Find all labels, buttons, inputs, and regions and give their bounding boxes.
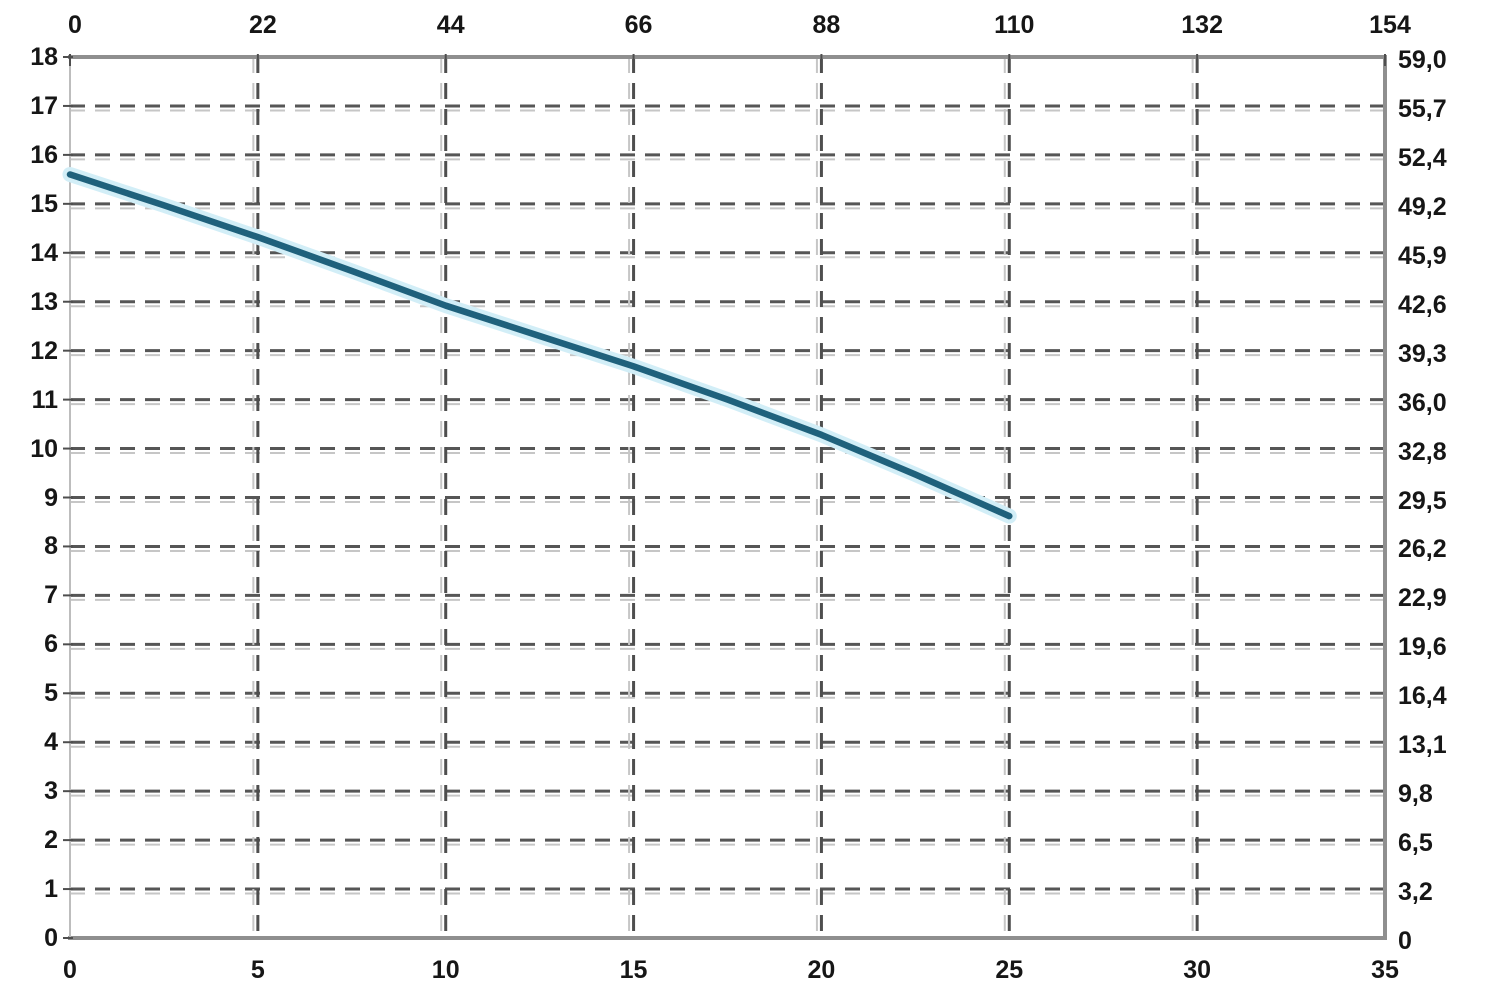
top-axis-tick-label: 110 — [994, 11, 1035, 39]
right-axis-tick-label: 45,9 — [1398, 241, 1447, 270]
right-axis-tick-label: 55,7 — [1398, 94, 1447, 123]
left-axis-tick-label: 10 — [30, 434, 58, 463]
left-axis-tick-label: 13 — [30, 287, 58, 316]
bottom-axis-tick-label: 30 — [1183, 956, 1212, 984]
bottom-axis-tick-label: 20 — [807, 956, 836, 984]
left-axis-tick-label: 1 — [44, 875, 58, 904]
left-axis-tick-label: 8 — [44, 532, 58, 561]
top-axis-tick-label: 132 — [1181, 11, 1223, 39]
right-axis-tick-label: 6,5 — [1398, 829, 1433, 858]
left-axis-tick-label: 4 — [44, 728, 58, 757]
top-axis-tick-label: 44 — [436, 11, 465, 39]
right-axis-tick-label: 42,6 — [1398, 290, 1447, 319]
right-axis-tick-label: 13,1 — [1398, 731, 1447, 760]
right-axis-tick-label: 3,2 — [1398, 878, 1433, 907]
right-axis-tick-label: 22,9 — [1398, 584, 1447, 613]
top-axis-tick-label: 154 — [1369, 11, 1411, 39]
left-axis-tick-label: 14 — [30, 238, 58, 267]
right-axis-tick-label: 19,6 — [1398, 633, 1447, 662]
right-axis-tick-label: 9,8 — [1398, 780, 1433, 809]
right-axis-tick-label: 36,0 — [1398, 388, 1447, 417]
top-axis-tick-label: 22 — [248, 11, 277, 39]
right-axis-tick-label: 16,4 — [1398, 682, 1447, 711]
top-axis-tick-label: 88 — [812, 11, 841, 39]
right-axis-tick-label: 0 — [1398, 927, 1412, 955]
right-axis-tick-label: 39,3 — [1398, 339, 1447, 368]
bottom-axis-tick-label: 5 — [250, 956, 265, 984]
left-axis-tick-label: 2 — [44, 826, 58, 855]
left-axis-tick-label: 3 — [44, 777, 58, 806]
left-axis-tick-label: 18 — [30, 43, 58, 71]
bottom-axis-tick-label: 0 — [63, 956, 77, 984]
left-axis-tick-label: 9 — [44, 483, 58, 512]
top-axis-tick-label: 66 — [624, 11, 653, 39]
left-axis-tick-label: 7 — [44, 581, 58, 610]
left-axis-tick-label: 11 — [31, 385, 58, 414]
bottom-axis-tick-label: 25 — [995, 956, 1024, 984]
bottom-axis-tick-label: 15 — [619, 956, 648, 984]
right-axis-tick-label: 26,2 — [1398, 535, 1447, 564]
left-axis-tick-label: 0 — [44, 924, 58, 952]
left-axis-tick-label: 6 — [44, 630, 58, 659]
left-axis-tick-label: 12 — [30, 336, 58, 365]
left-axis-tick-label: 15 — [30, 189, 58, 218]
top-axis-tick-label: 0 — [68, 11, 82, 39]
right-axis-tick-label: 59,0 — [1398, 46, 1447, 74]
right-axis-tick-label: 49,2 — [1398, 192, 1447, 221]
right-axis-tick-label: 29,5 — [1398, 486, 1447, 515]
right-axis-tick-label: 52,4 — [1398, 143, 1447, 172]
bottom-axis-tick-label: 35 — [1371, 956, 1399, 984]
left-axis-tick-label: 17 — [30, 91, 58, 120]
left-axis-tick-label: 16 — [30, 140, 58, 169]
right-axis-tick-label: 32,8 — [1398, 437, 1447, 466]
bottom-axis-tick-label: 10 — [431, 956, 460, 984]
left-axis-tick-label: 5 — [44, 679, 58, 708]
